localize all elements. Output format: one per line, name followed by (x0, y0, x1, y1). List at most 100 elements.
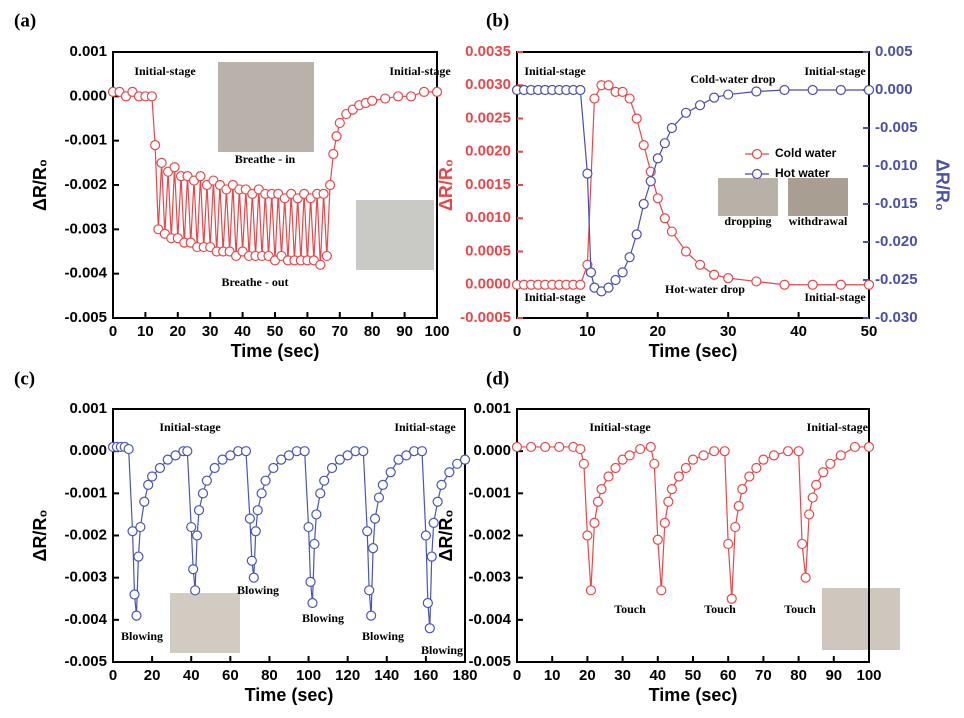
data-point (311, 509, 322, 520)
y-tick-label: 0.0000 (465, 276, 511, 293)
panel-label: (d) (486, 368, 509, 389)
photo-inset (822, 588, 900, 650)
data-point (315, 488, 326, 499)
data-point (418, 86, 430, 98)
data-point (190, 585, 201, 596)
y2-tick-label: -0.015 (875, 195, 918, 212)
annotation: Breathe - in (235, 152, 296, 166)
y-tick-label: 0.001 (69, 400, 107, 417)
data-point (225, 450, 236, 461)
x-tick-label: 160 (413, 667, 438, 684)
data-point (797, 538, 808, 550)
y-tick-label: -0.0005 (460, 309, 511, 326)
panel-label: (a) (14, 10, 36, 31)
data-point (156, 157, 167, 168)
data-point (405, 91, 417, 102)
data-point (610, 462, 621, 474)
data-point (800, 572, 811, 583)
data-point (596, 484, 607, 495)
data-point (244, 513, 255, 524)
y-tick-label: 0.0005 (465, 242, 511, 259)
data-point (426, 551, 437, 562)
data-point (133, 551, 144, 562)
x-tick-label: 80 (261, 667, 278, 684)
y-tick-label: 0.0025 (465, 109, 511, 126)
data-point (186, 521, 197, 533)
data-point (585, 267, 597, 278)
annotation: Touch (704, 602, 736, 616)
data-point (135, 521, 146, 533)
series-line (113, 446, 466, 629)
y-tick-label: 0.0020 (465, 143, 511, 160)
x-tick-label: 90 (825, 667, 842, 684)
data-point (169, 162, 180, 173)
x-axis-title: Time (sec) (245, 685, 334, 705)
annotation: Initial-stage (389, 64, 451, 78)
legend-marker (751, 168, 763, 180)
data-point (331, 131, 342, 142)
y-tick-label: -0.005 (64, 653, 107, 670)
data-point (540, 441, 551, 453)
data-point (380, 93, 391, 104)
data-point (807, 492, 818, 503)
data-point (248, 572, 259, 583)
data-point (191, 530, 203, 541)
y-axis-title: ΔR/R₀ (436, 159, 456, 211)
data-point (610, 274, 621, 286)
y-tick-label: -0.002 (468, 526, 511, 543)
data-point (246, 555, 257, 566)
data-point (631, 229, 642, 240)
data-point (131, 610, 142, 621)
data-point (687, 454, 699, 465)
data-point (217, 454, 228, 465)
x-tick-label: 20 (144, 667, 161, 684)
data-point (719, 446, 730, 457)
x-tick-label: 10 (137, 323, 154, 340)
x-tick-label: 20 (169, 323, 186, 340)
x-tick-label: 80 (364, 323, 381, 340)
data-point (575, 443, 586, 455)
data-point (428, 517, 439, 528)
y2-tick-label: -0.025 (875, 271, 918, 288)
data-point (863, 84, 875, 96)
data-point (150, 140, 161, 151)
data-point (659, 138, 670, 149)
data-point (123, 443, 134, 455)
x-tick-label: 0 (513, 667, 521, 684)
x-tick-label: 30 (614, 667, 631, 684)
data-point (432, 496, 443, 507)
data-point (779, 279, 790, 290)
annotation: Initial-stage (804, 64, 866, 78)
data-point (807, 279, 818, 290)
data-point (631, 113, 642, 124)
data-point (276, 454, 287, 465)
x-tick-label: 0 (109, 667, 117, 684)
data-point (709, 269, 720, 280)
x-tick-label: 120 (335, 667, 360, 684)
data-point (680, 246, 692, 257)
data-point (793, 446, 804, 457)
data-point (416, 446, 428, 457)
y-tick-label: -0.004 (64, 611, 107, 628)
data-point (367, 95, 378, 106)
y2-tick-label: 0.005 (875, 43, 913, 60)
x-tick-label: 60 (720, 667, 737, 684)
x-tick-label: 30 (202, 323, 219, 340)
data-point (240, 446, 252, 457)
data-point (659, 213, 670, 224)
data-point (334, 117, 345, 129)
data-point (694, 100, 706, 111)
y2-axis-title: ΔR/R₀ (932, 159, 952, 211)
data-point (709, 92, 720, 103)
data-point (188, 564, 199, 575)
data-point (444, 467, 455, 478)
panel-label: (b) (486, 10, 509, 31)
y2-tick-label: -0.010 (875, 157, 918, 174)
data-point (782, 446, 794, 457)
x-tick-label: 50 (685, 667, 702, 684)
data-point (452, 458, 463, 469)
y-tick-label: -0.002 (64, 176, 107, 193)
data-point (652, 153, 663, 164)
annotation: Initial-stage (804, 290, 866, 304)
data-point (617, 86, 628, 98)
